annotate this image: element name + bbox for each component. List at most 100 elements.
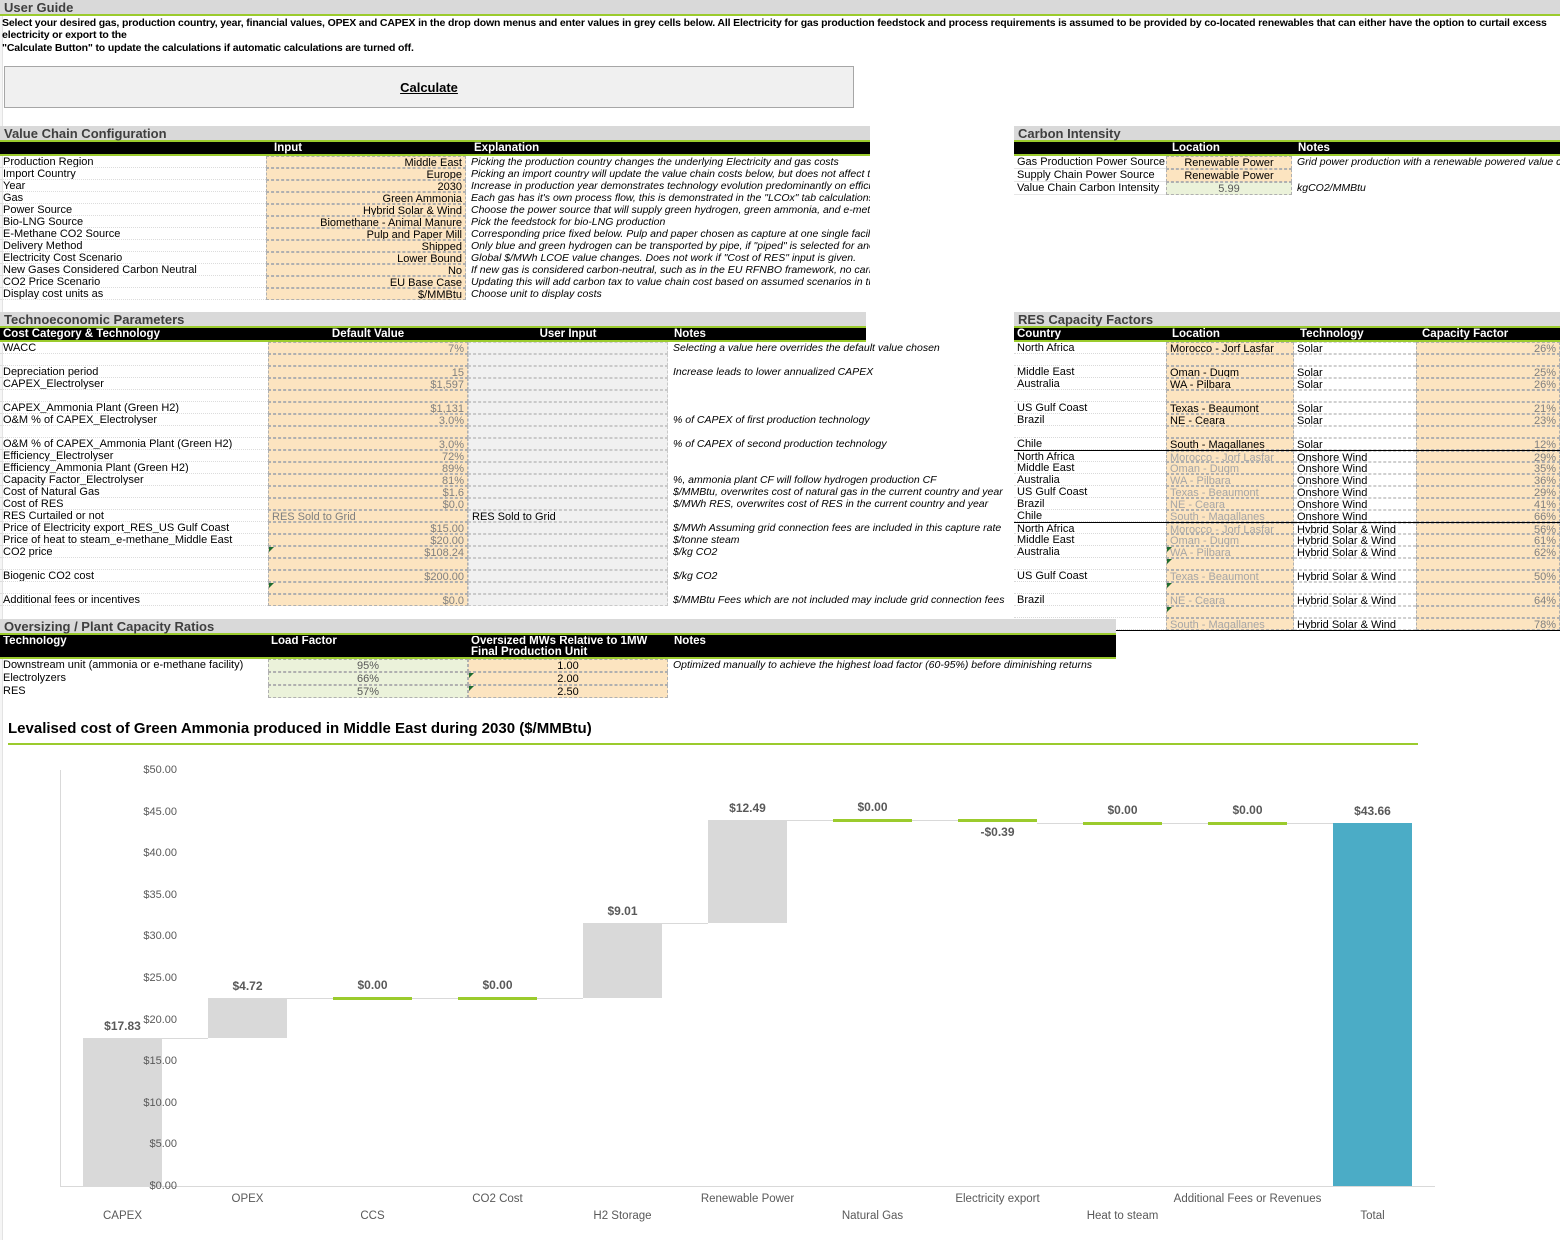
ovs-row-oversized[interactable]: 2.00: [468, 672, 668, 685]
ci-row-value[interactable]: 5.99: [1166, 182, 1292, 195]
tep-row-default-value[interactable]: [268, 558, 468, 570]
vcc-row-input-dropdown[interactable]: Lower Bound: [266, 252, 466, 264]
tep-row-user-input[interactable]: [468, 342, 668, 354]
tep-row-user-input[interactable]: [468, 402, 668, 414]
user-guide-title: User Guide: [0, 0, 1560, 16]
tep-row-user-input[interactable]: [468, 522, 668, 534]
rcf-row-capacity-factor: 66%: [1416, 510, 1560, 522]
tep-row-default-value[interactable]: $108.24: [268, 546, 468, 558]
ci-row-value[interactable]: Renewable Power: [1166, 169, 1292, 182]
chart-x-tick-label: CAPEX: [103, 1210, 142, 1222]
tep-row-user-input[interactable]: [468, 474, 668, 486]
rcf-row-location[interactable]: South - Magallanes: [1166, 510, 1294, 522]
rcf-row-location[interactable]: NE - Ceara: [1166, 498, 1294, 510]
tep-row-default-value[interactable]: 15: [268, 366, 468, 378]
tep-row-user-input[interactable]: RES Sold to Grid: [468, 510, 668, 522]
tep-row-default-value[interactable]: [268, 582, 468, 594]
ovs-row-oversized[interactable]: 1.00: [468, 659, 668, 672]
tep-row-default-value[interactable]: $15.00: [268, 522, 468, 534]
tep-row-default-value[interactable]: [268, 354, 468, 366]
rcf-row-location[interactable]: [1166, 558, 1294, 570]
rcf-row-location[interactable]: Oman - Duqm: [1166, 366, 1294, 378]
rcf-row-location[interactable]: Texas - Beaumont: [1166, 402, 1294, 414]
chart-connector-line: [911, 819, 959, 821]
vcc-row-input-dropdown[interactable]: $/MMBtu: [266, 288, 466, 300]
rcf-row-location[interactable]: Oman - Duqm: [1166, 534, 1294, 546]
rcf-row-location[interactable]: Texas - Beaumont: [1166, 570, 1294, 582]
tep-row-default-value[interactable]: $1,597: [268, 378, 468, 390]
vcc-row-input-dropdown[interactable]: No: [266, 264, 466, 276]
rcf-row-country: Australia: [1014, 546, 1166, 558]
rcf-row-location[interactable]: [1166, 354, 1294, 366]
vcc-row-input-dropdown[interactable]: Shipped: [266, 240, 466, 252]
rcf-row-location[interactable]: NE - Ceara: [1166, 594, 1294, 606]
rcf-row-location[interactable]: [1166, 582, 1294, 594]
tep-row-user-input[interactable]: [468, 390, 668, 402]
tep-row-default-value[interactable]: $0.0: [268, 594, 468, 606]
rcf-row-location[interactable]: Morocco - Jorf Lasfar: [1166, 451, 1294, 462]
ovs-row-load-factor[interactable]: 95%: [268, 659, 468, 672]
vcc-row-input-dropdown[interactable]: Biomethane - Animal Manure: [266, 216, 466, 228]
ovs-row-oversized[interactable]: 2.50: [468, 685, 668, 698]
tep-row-default-value[interactable]: 81%: [268, 474, 468, 486]
tep-row-default-value[interactable]: 3.0%: [268, 414, 468, 426]
tep-row-default-value[interactable]: 3.0%: [268, 438, 468, 450]
tep-row-default-value[interactable]: RES Sold to Grid: [268, 510, 468, 522]
rcf-row-location[interactable]: NE - Ceara: [1166, 414, 1294, 426]
tep-row-default-value[interactable]: $0.0: [268, 498, 468, 510]
ovs-row-load-factor[interactable]: 57%: [268, 685, 468, 698]
tep-row-user-input[interactable]: [468, 378, 668, 390]
rcf-row-location[interactable]: [1166, 390, 1294, 402]
tep-row-user-input[interactable]: [468, 582, 668, 594]
vcc-row-input-dropdown[interactable]: 2030: [266, 180, 466, 192]
calculate-button[interactable]: Calculate: [4, 66, 854, 108]
tep-row-user-input[interactable]: [468, 498, 668, 510]
tep-row-user-input[interactable]: [468, 546, 668, 558]
tep-row-user-input[interactable]: [468, 366, 668, 378]
tep-row-user-input[interactable]: [468, 354, 668, 366]
ci-row-note: Grid power production with a renewable p…: [1297, 156, 1560, 168]
rcf-row-location[interactable]: Morocco - Jorf Lasfar: [1166, 342, 1294, 354]
rcf-row-location[interactable]: [1166, 426, 1294, 438]
vcc-row-input-dropdown[interactable]: EU Base Case: [266, 276, 466, 288]
vcc-row-input-dropdown[interactable]: Europe: [266, 168, 466, 180]
rcf-row-location[interactable]: [1166, 606, 1294, 618]
rcf-row-location[interactable]: Texas - Beaumont: [1166, 486, 1294, 498]
tep-row-default-value[interactable]: $200.00: [268, 570, 468, 582]
vcc-row-input-dropdown[interactable]: Hybrid Solar & Wind: [266, 204, 466, 216]
rcf-row-location[interactable]: WA - Pilbara: [1166, 378, 1294, 390]
tep-row-default-value[interactable]: 7%: [268, 342, 468, 354]
tep-row-user-input[interactable]: [468, 462, 668, 474]
vcc-row-input-dropdown[interactable]: Green Ammonia: [266, 192, 466, 204]
rcf-row-location[interactable]: South - Magallanes: [1166, 438, 1294, 450]
tep-row-default-value[interactable]: $1,131: [268, 402, 468, 414]
tep-row-default-value[interactable]: [268, 426, 468, 438]
vcc-row-input-dropdown[interactable]: Middle East: [266, 156, 466, 168]
chart-data-label: $0.00: [482, 978, 513, 993]
tep-row-user-input[interactable]: [468, 486, 668, 498]
rcf-row-location[interactable]: WA - Pilbara: [1166, 474, 1294, 486]
tep-row-default-value[interactable]: $1.6: [268, 486, 468, 498]
tep-row-default-value[interactable]: 72%: [268, 450, 468, 462]
tep-row-user-input[interactable]: [468, 534, 668, 546]
tep-row-user-input[interactable]: [468, 414, 668, 426]
tep-row-user-input[interactable]: [468, 450, 668, 462]
tep-row-user-input[interactable]: [468, 594, 668, 606]
ovs-row-load-factor[interactable]: 66%: [268, 672, 468, 685]
tep-row-note: [668, 450, 1010, 462]
tep-row-default-value[interactable]: [268, 390, 468, 402]
rcf-row-location[interactable]: South - Magallanes: [1166, 618, 1294, 630]
ci-row-value[interactable]: Renewable Power: [1166, 156, 1292, 169]
tep-row-label: O&M % of CAPEX_Electrolyser: [0, 414, 268, 426]
tep-row-user-input[interactable]: [468, 570, 668, 582]
rcf-row-location[interactable]: Oman - Duqm: [1166, 462, 1294, 474]
rcf-row-location[interactable]: Morocco - Jorf Lasfar: [1166, 523, 1294, 534]
rcf-row-technology: Solar: [1294, 342, 1416, 354]
tep-row-user-input[interactable]: [468, 558, 668, 570]
tep-row-default-value[interactable]: 89%: [268, 462, 468, 474]
tep-row-default-value[interactable]: $20.00: [268, 534, 468, 546]
rcf-row-location[interactable]: WA - Pilbara: [1166, 546, 1294, 558]
tep-row-user-input[interactable]: [468, 438, 668, 450]
vcc-row-input-dropdown[interactable]: Pulp and Paper Mill: [266, 228, 466, 240]
tep-row-user-input[interactable]: [468, 426, 668, 438]
